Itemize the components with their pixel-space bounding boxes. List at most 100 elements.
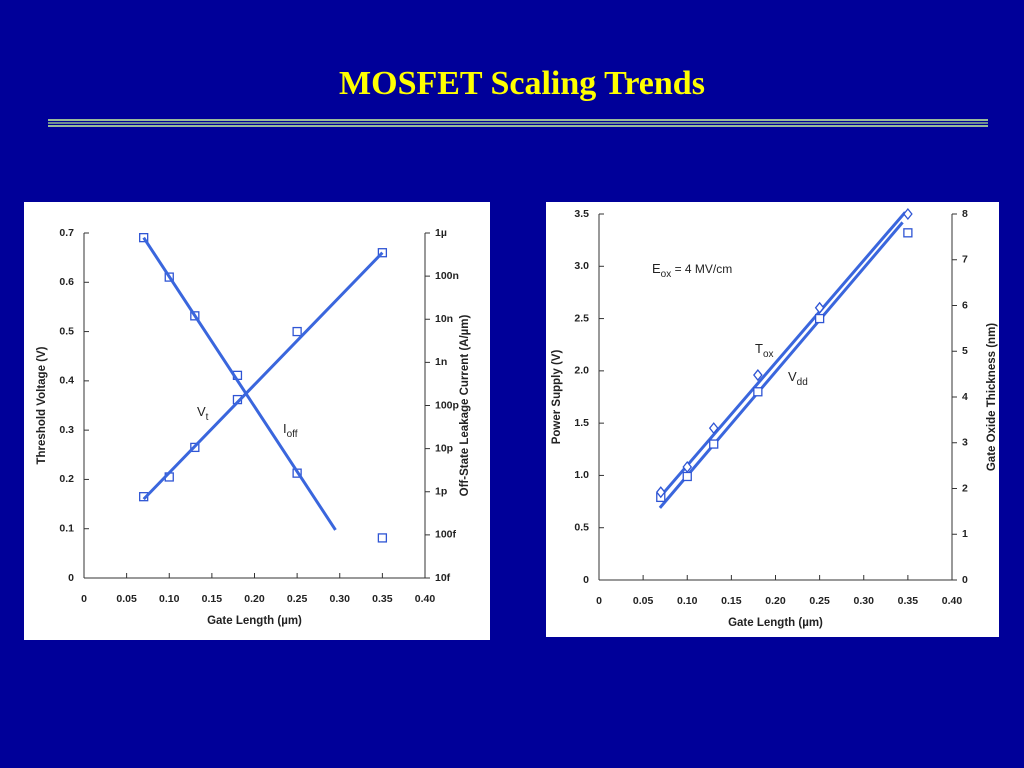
y-tick-label: 0.2 bbox=[59, 473, 74, 485]
y-tick-label: 2.0 bbox=[574, 365, 589, 377]
y2-tick-label: 100f bbox=[435, 529, 457, 541]
y-tick-label: 0.1 bbox=[59, 522, 74, 534]
x-tick-label: 0.10 bbox=[677, 595, 698, 607]
rule-stripe bbox=[48, 119, 988, 121]
y2-tick-label: 1p bbox=[435, 486, 447, 498]
y2-tick-label: 100n bbox=[435, 270, 459, 282]
y2-tick-label: 8 bbox=[962, 208, 968, 220]
chart: 0 0.05 0.10 0.15 0.20 0.25 0.30 0.35 0.40 0 0.1 0.2… bbox=[36, 227, 471, 627]
y2-tick-label: 10p bbox=[435, 442, 453, 454]
x-tick-label: 0.35 bbox=[898, 595, 919, 607]
data-point bbox=[655, 486, 666, 499]
x-tick-label: 0.35 bbox=[372, 593, 393, 605]
fit-line bbox=[658, 211, 907, 499]
y2-tick-label: 10f bbox=[435, 572, 451, 584]
x-tick-label: 0.05 bbox=[633, 595, 654, 607]
data-point bbox=[708, 422, 719, 435]
annotation-text: V bbox=[788, 369, 797, 384]
y-tick-label: 1.0 bbox=[574, 469, 589, 481]
x-tick-label: 0.30 bbox=[854, 595, 875, 607]
data-point bbox=[814, 301, 825, 314]
y2-axis-label: Off-State Leakage Current (A/µm) bbox=[459, 314, 471, 496]
y-tick-label: 0.3 bbox=[59, 424, 74, 436]
data-point bbox=[753, 387, 763, 397]
x-tick-label: 0.05 bbox=[116, 593, 137, 605]
annotation-text: T bbox=[755, 341, 763, 356]
y2-tick-label: 2 bbox=[962, 482, 968, 494]
annotation-subscript: off bbox=[287, 429, 298, 440]
y-tick-label: 0.5 bbox=[59, 325, 74, 337]
y-tick-label: 0 bbox=[68, 572, 74, 584]
x-axis-label: Gate Length (µm) bbox=[728, 617, 823, 629]
annotation: Vdd bbox=[788, 369, 808, 387]
slide-title: MOSFET Scaling Trends bbox=[339, 65, 705, 102]
data-point bbox=[377, 533, 388, 543]
x-tick-label: 0.30 bbox=[330, 593, 351, 605]
annotation: Tox bbox=[755, 341, 774, 359]
data-point bbox=[903, 228, 913, 238]
x-tick-label: 0.40 bbox=[415, 593, 436, 605]
y-tick-label: 3.0 bbox=[574, 260, 589, 272]
annotation-subscript: t bbox=[206, 412, 209, 423]
x-tick-label: 0.10 bbox=[159, 593, 180, 605]
y-tick-label: 3.5 bbox=[574, 208, 589, 220]
x-tick-label: 0.15 bbox=[202, 593, 223, 605]
y2-tick-label: 4 bbox=[962, 391, 968, 403]
y2-tick-label: 1n bbox=[435, 356, 447, 368]
chart-panel bbox=[546, 202, 999, 637]
y-tick-label: 2.5 bbox=[574, 312, 589, 324]
y2-tick-label: 10n bbox=[435, 313, 453, 325]
x-tick-label: 0 bbox=[81, 593, 87, 605]
annotation-subscript: ox bbox=[661, 269, 672, 280]
fit-line bbox=[658, 221, 904, 509]
y-axis-label: Threshold Voltage (V) bbox=[36, 346, 48, 464]
fit-line bbox=[142, 236, 337, 531]
annotation: Vt bbox=[197, 404, 209, 422]
data-point bbox=[682, 471, 692, 482]
x-tick-label: 0.25 bbox=[287, 593, 308, 605]
data-point bbox=[814, 313, 825, 324]
x-tick-label: 0.15 bbox=[721, 595, 742, 607]
chart: 0 0.05 0.10 0.15 0.20 0.25 0.30 0.35 0.40 0 0.5 1.0… bbox=[551, 208, 998, 629]
y-tick-label: 1.5 bbox=[574, 417, 589, 429]
chart-panel bbox=[24, 202, 490, 640]
x-axis-label: Gate Length (µm) bbox=[207, 615, 302, 627]
rule-stripe bbox=[48, 125, 988, 127]
annotation-subscript: ox bbox=[763, 349, 774, 360]
annotation-subscript: dd bbox=[797, 377, 808, 388]
x-tick-label: 0.20 bbox=[765, 595, 786, 607]
y-tick-label: 0.4 bbox=[59, 375, 74, 387]
annotation-text: V bbox=[197, 404, 206, 419]
annotation: Eox = 4 MV/cm bbox=[652, 261, 732, 279]
y-tick-label: 0 bbox=[583, 574, 589, 586]
x-tick-label: 0 bbox=[596, 595, 602, 607]
y2-tick-label: 5 bbox=[962, 345, 968, 357]
y-tick-label: 0.5 bbox=[574, 521, 589, 533]
y2-axis-label: Gate Oxide Thickness (nm) bbox=[986, 323, 998, 471]
data-point bbox=[753, 368, 763, 382]
annotation: Ioff bbox=[283, 421, 298, 439]
y-axis-label: Power Supply (V) bbox=[551, 350, 563, 445]
fit-line bbox=[142, 251, 384, 501]
y2-tick-label: 0 bbox=[962, 574, 968, 586]
x-tick-label: 0.20 bbox=[244, 593, 265, 605]
x-tick-label: 0.40 bbox=[942, 595, 963, 607]
x-tick-label: 0.25 bbox=[809, 595, 830, 607]
annotation-text: = 4 MV/cm bbox=[671, 262, 732, 276]
y-tick-label: 0.7 bbox=[59, 227, 74, 239]
y2-tick-label: 1µ bbox=[435, 227, 447, 239]
y-tick-label: 0.6 bbox=[59, 276, 74, 288]
y2-tick-label: 3 bbox=[962, 437, 968, 449]
data-point bbox=[903, 207, 913, 221]
y2-tick-label: 6 bbox=[962, 299, 968, 311]
data-point bbox=[709, 439, 719, 449]
annotation-text: I bbox=[283, 421, 287, 436]
y2-tick-label: 1 bbox=[962, 528, 968, 540]
rule-stripe bbox=[48, 122, 988, 124]
annotation-text: E bbox=[652, 261, 661, 276]
data-point bbox=[682, 460, 693, 474]
title-rule bbox=[48, 119, 988, 127]
data-point bbox=[292, 326, 302, 337]
